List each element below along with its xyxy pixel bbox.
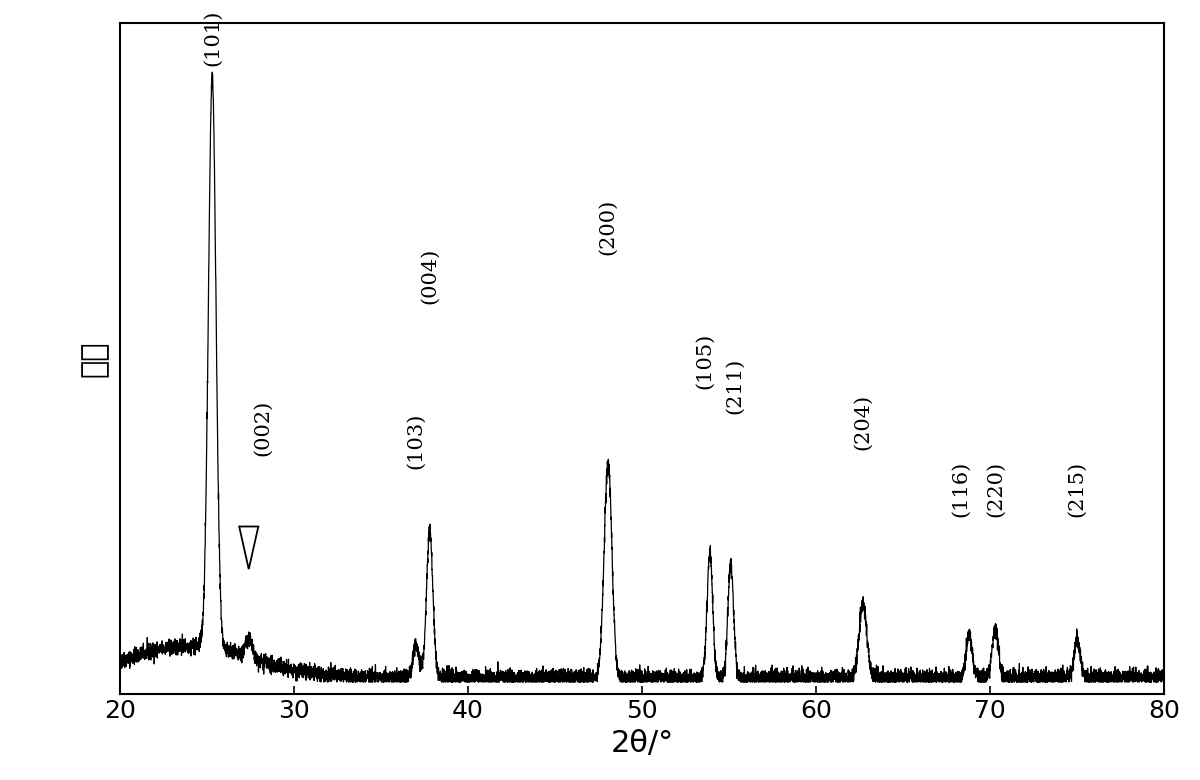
- Text: (211): (211): [725, 357, 744, 413]
- Text: (105): (105): [695, 333, 714, 389]
- Text: (215): (215): [1068, 461, 1086, 517]
- Text: (116): (116): [950, 461, 970, 517]
- X-axis label: 2θ/°: 2θ/°: [611, 729, 673, 757]
- Y-axis label: 强度: 强度: [80, 341, 109, 377]
- Text: (204): (204): [853, 394, 872, 450]
- Text: (200): (200): [599, 199, 618, 255]
- Text: (220): (220): [985, 461, 1004, 517]
- Text: (002): (002): [253, 400, 272, 456]
- Text: (004): (004): [420, 248, 439, 304]
- Text: (103): (103): [407, 412, 425, 469]
- Text: (101): (101): [203, 9, 222, 66]
